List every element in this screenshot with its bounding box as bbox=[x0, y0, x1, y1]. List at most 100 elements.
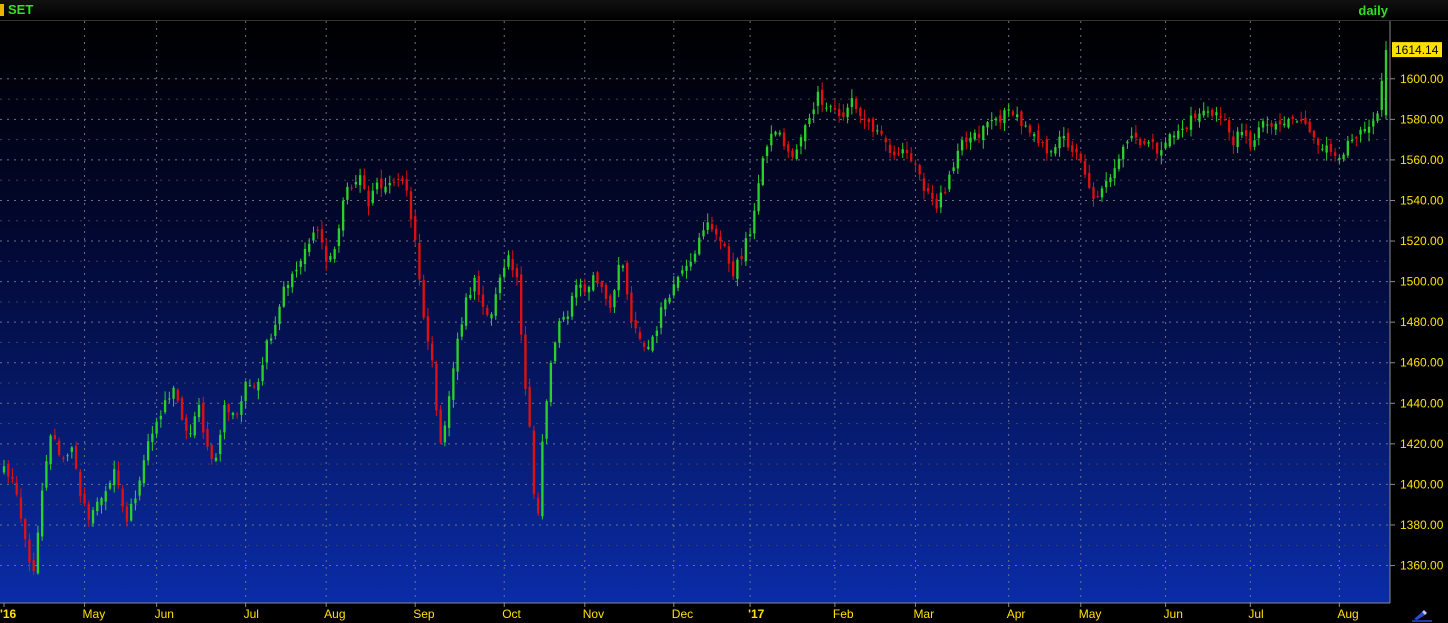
candle-body bbox=[507, 255, 510, 267]
candle-body bbox=[982, 126, 985, 141]
candle-body bbox=[1075, 148, 1078, 153]
candle-body bbox=[1270, 123, 1273, 127]
candle-body bbox=[888, 144, 892, 153]
candle-body bbox=[1367, 126, 1371, 133]
candle-body bbox=[532, 430, 536, 495]
candle-body bbox=[96, 501, 99, 512]
y-tick-label: 1540.00 bbox=[1400, 193, 1444, 207]
candle-body bbox=[1261, 121, 1265, 128]
candle-body bbox=[1283, 123, 1286, 126]
candle-body bbox=[545, 401, 548, 439]
candle-body bbox=[782, 132, 786, 147]
candle-body bbox=[1079, 153, 1082, 161]
candle-body bbox=[117, 470, 120, 486]
symbol-label[interactable]: SET bbox=[8, 2, 34, 17]
candle-body bbox=[1253, 140, 1256, 147]
candle-body bbox=[1355, 137, 1358, 139]
grid-lines bbox=[0, 21, 1390, 603]
candle-body bbox=[511, 259, 514, 271]
candle-body bbox=[1232, 136, 1235, 146]
candle-body bbox=[91, 510, 95, 524]
candle-body bbox=[681, 270, 684, 274]
candle-body bbox=[257, 381, 260, 391]
candle-body bbox=[761, 158, 764, 185]
candle-body bbox=[829, 106, 832, 108]
candle-body bbox=[121, 488, 124, 507]
candle-body bbox=[939, 192, 943, 208]
y-tick-label: 1380.00 bbox=[1400, 518, 1444, 532]
candle-body bbox=[770, 133, 773, 146]
candle-body bbox=[214, 457, 218, 461]
candle-body bbox=[130, 503, 133, 521]
candle-body bbox=[596, 272, 599, 284]
candle-body bbox=[498, 277, 502, 293]
candle-body bbox=[1024, 125, 1027, 127]
candle-body bbox=[994, 118, 998, 121]
candle-body bbox=[269, 338, 273, 341]
candle-body bbox=[206, 428, 209, 447]
x-tick-label: Jun bbox=[155, 607, 174, 621]
candle-body bbox=[876, 130, 879, 132]
candle-body bbox=[1037, 130, 1040, 144]
candle-body bbox=[579, 284, 582, 288]
y-tick-label: 1580.00 bbox=[1400, 112, 1444, 126]
candle-body bbox=[960, 140, 964, 151]
candle-body bbox=[952, 167, 955, 172]
candle-body bbox=[583, 284, 586, 293]
candle-body bbox=[833, 108, 837, 110]
candle-body bbox=[910, 153, 913, 162]
candle-body bbox=[341, 200, 345, 231]
candle-body bbox=[901, 149, 904, 154]
candle-body bbox=[1359, 129, 1362, 135]
candle-body bbox=[524, 334, 527, 390]
candle-body bbox=[1117, 158, 1121, 169]
chart-header: SET daily bbox=[0, 0, 1448, 21]
candle-body bbox=[70, 447, 73, 452]
candle-body bbox=[846, 107, 849, 118]
candle-body bbox=[79, 471, 82, 497]
candle-body bbox=[62, 457, 65, 460]
candle-body bbox=[528, 386, 531, 427]
candle-body bbox=[320, 229, 324, 243]
x-axis-panel bbox=[0, 603, 1448, 623]
candle-body bbox=[867, 119, 870, 123]
candle-body bbox=[176, 389, 179, 401]
period-label[interactable]: daily bbox=[1358, 3, 1388, 18]
candle-body bbox=[926, 188, 930, 192]
candle-body bbox=[1143, 141, 1146, 144]
x-tick-label: Sep bbox=[413, 607, 435, 621]
candle-body bbox=[248, 385, 252, 387]
candle-body bbox=[558, 321, 561, 343]
candle-body bbox=[503, 267, 506, 277]
candle-body bbox=[278, 306, 281, 324]
candle-body bbox=[727, 246, 731, 264]
candle-body bbox=[566, 316, 569, 319]
candle-body bbox=[1291, 116, 1294, 119]
candle-body bbox=[83, 493, 86, 504]
candle-body bbox=[456, 338, 459, 372]
candle-body bbox=[715, 228, 718, 235]
x-tick-label: '16 bbox=[0, 607, 17, 621]
candle-body bbox=[799, 137, 803, 147]
candle-body bbox=[371, 190, 374, 204]
candle-body bbox=[1244, 130, 1248, 136]
candle-body bbox=[409, 191, 413, 220]
y-tick-label: 1460.00 bbox=[1400, 356, 1444, 370]
candle-body bbox=[621, 265, 625, 268]
candle-body bbox=[626, 262, 629, 295]
candle-body bbox=[125, 506, 129, 522]
candle-body bbox=[536, 497, 540, 514]
candle-body bbox=[1215, 112, 1218, 116]
candle-body bbox=[1325, 145, 1328, 153]
last-price-label: 1614.14 bbox=[1395, 43, 1439, 57]
candle-body bbox=[664, 299, 667, 310]
candle-body bbox=[430, 343, 434, 361]
candle-body bbox=[1058, 136, 1061, 149]
candle-body bbox=[358, 175, 362, 186]
candle-body bbox=[884, 138, 887, 143]
pencil-draw-icon[interactable] bbox=[1406, 603, 1446, 623]
candle-body bbox=[401, 178, 404, 181]
x-tick-label: Jul bbox=[244, 607, 259, 621]
